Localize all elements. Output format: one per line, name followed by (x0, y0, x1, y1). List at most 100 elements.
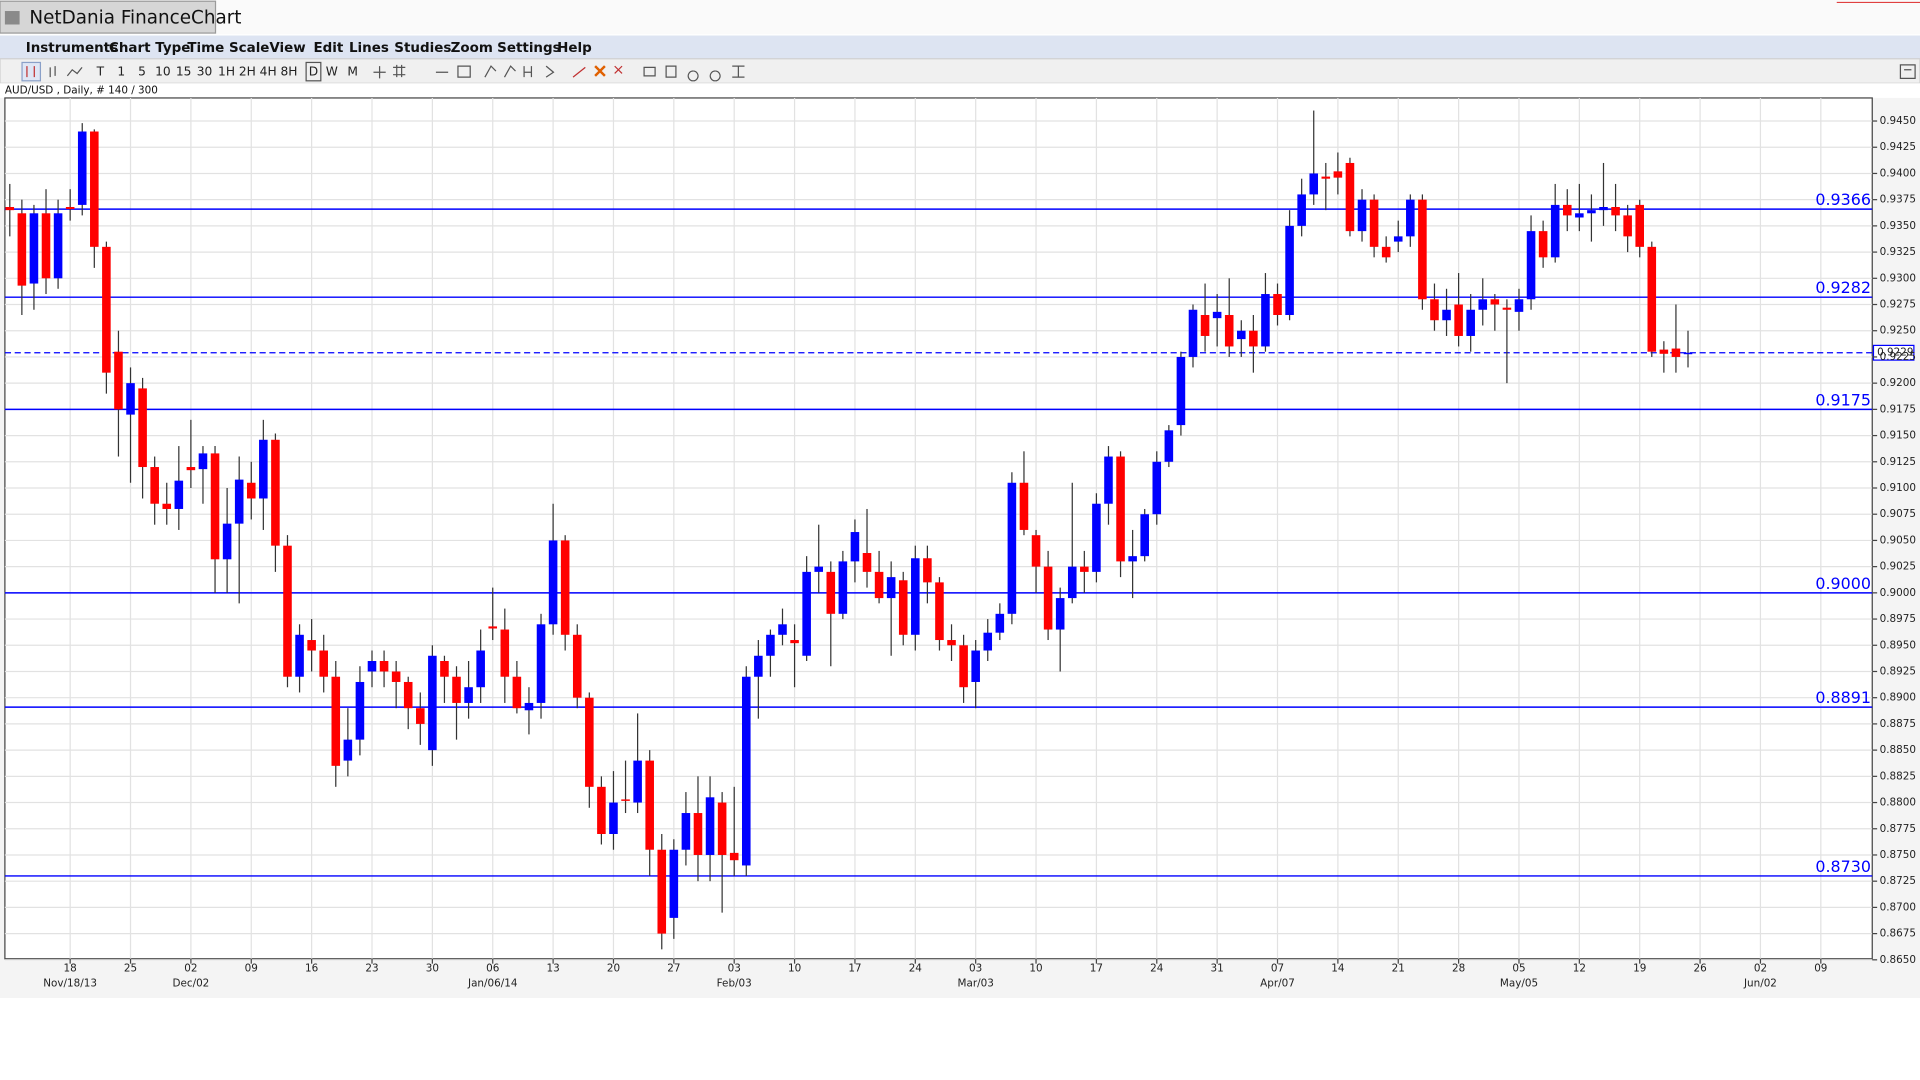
x-tick-label: 16 (305, 963, 318, 975)
candle-body (343, 739, 353, 761)
title-bar (0, 0, 1920, 35)
candle-body (41, 213, 51, 279)
grid (4, 97, 1873, 961)
candle-body (633, 760, 642, 803)
candle-body (1430, 299, 1439, 321)
y-tick-label: 0.9025 (1880, 561, 1916, 573)
candle-body (741, 676, 751, 866)
candle-body (367, 661, 377, 672)
candle-body (440, 661, 449, 677)
candle-body (621, 799, 630, 801)
candle-body (1406, 199, 1415, 237)
y-tick-label: 0.8825 (1880, 770, 1916, 782)
menu-item[interactable]: Zoom (451, 41, 493, 56)
candle-body (162, 503, 172, 509)
candle-body (271, 439, 280, 546)
candle-body (1104, 456, 1113, 504)
candle-body (29, 213, 39, 284)
candle-body (1575, 213, 1584, 218)
candle-body (1599, 207, 1608, 211)
candle-body (898, 580, 908, 635)
candle-body (1224, 314, 1234, 347)
candle-body (826, 571, 836, 614)
menu-item[interactable]: Chart Type (109, 41, 190, 56)
period-button[interactable]: 1H (218, 65, 235, 79)
candle-body (754, 655, 763, 677)
candle-body (1212, 311, 1222, 319)
menu-item[interactable]: Settings (497, 41, 561, 56)
x-tick-label: 09 (245, 963, 258, 975)
candle-body (428, 655, 437, 751)
candle-body (1116, 456, 1125, 562)
app-icon (4, 11, 20, 25)
level-label: 0.9282 (1815, 278, 1871, 297)
period-button[interactable]: 4H (260, 65, 277, 79)
candle-body (669, 849, 679, 918)
candle-body (476, 650, 485, 688)
candle-body (1176, 356, 1186, 426)
current-price-box (1872, 344, 1915, 361)
menu-item[interactable]: Instruments (26, 41, 118, 56)
period-button[interactable]: D (309, 65, 318, 79)
x-tick-label: 24 (909, 963, 923, 975)
menu-item[interactable]: Time Scale (187, 41, 269, 56)
period-button[interactable]: 2H (239, 65, 256, 79)
candle-body (766, 634, 775, 656)
candle-body (1466, 309, 1475, 336)
candle-body (1369, 199, 1379, 247)
period-button[interactable]: W (326, 65, 338, 79)
candle-body (1019, 482, 1029, 530)
candle-body (222, 523, 232, 560)
candle-body (995, 613, 1005, 633)
candle-body (1418, 199, 1427, 300)
candle-body (1152, 461, 1162, 515)
x-tick-label: 24 (1150, 963, 1164, 975)
candle-body (1538, 231, 1548, 258)
tool-button[interactable] (21, 61, 42, 82)
y-tick-label: 0.9425 (1880, 141, 1916, 153)
period-button[interactable]: 1 (117, 65, 125, 79)
period-button[interactable]: 8H (280, 65, 297, 79)
period-button[interactable]: 10 (155, 65, 171, 79)
candle-body (935, 582, 944, 641)
candle-body (802, 571, 811, 656)
candle-body (500, 629, 510, 677)
period-button[interactable]: 30 (197, 65, 213, 79)
level-label: 0.9366 (1815, 190, 1871, 209)
candle-body (1502, 307, 1512, 310)
menu-item[interactable]: Help (557, 41, 592, 56)
menu-item[interactable]: Studies (394, 41, 451, 56)
level-label: 0.9000 (1815, 574, 1871, 593)
candle-body (983, 632, 993, 651)
y-tick-label: 0.9150 (1880, 430, 1916, 442)
period-button[interactable]: T (96, 65, 105, 79)
candle-body (1164, 430, 1174, 462)
y-tick-label: 0.9175 (1880, 403, 1916, 415)
window-title: NetDania FinanceChart (29, 7, 241, 28)
candle-body (1188, 309, 1198, 357)
candle-body (355, 681, 365, 740)
candle-body (1273, 294, 1282, 315)
y-tick-label: 0.9375 (1880, 194, 1916, 206)
candle-body (959, 645, 968, 688)
candle-body (1478, 299, 1488, 310)
candle-body (1261, 294, 1270, 347)
candle-body (862, 553, 872, 572)
period-button[interactable]: 15 (176, 65, 192, 79)
menu-item[interactable]: Lines (349, 41, 389, 56)
candle-body (1007, 482, 1017, 614)
period-button[interactable]: 5 (138, 65, 146, 79)
candle-body (198, 453, 208, 470)
period-button[interactable]: M (347, 65, 358, 79)
x-tick-label: 20 (607, 963, 620, 975)
candle-body (681, 813, 691, 850)
y-tick-label: 0.9225 (1880, 351, 1916, 363)
menu-item[interactable]: Edit (313, 41, 343, 56)
candle-body (1671, 348, 1681, 357)
candle-body (838, 561, 848, 614)
y-tick-label: 0.9100 (1880, 482, 1916, 494)
menu-item[interactable]: View (269, 41, 305, 56)
candle-body (1683, 352, 1693, 355)
candle-body (1043, 566, 1053, 630)
